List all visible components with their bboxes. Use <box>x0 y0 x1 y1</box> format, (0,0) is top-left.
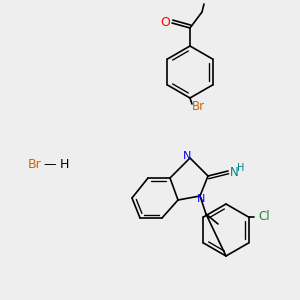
Text: Br: Br <box>192 100 205 112</box>
Text: O: O <box>160 16 170 29</box>
Text: H: H <box>60 158 69 172</box>
Text: N: N <box>230 167 238 179</box>
Text: H: H <box>237 163 245 173</box>
Text: N: N <box>197 194 205 204</box>
Text: Cl: Cl <box>259 211 270 224</box>
Text: Br: Br <box>28 158 42 172</box>
Text: —: — <box>44 158 56 172</box>
Text: N: N <box>183 151 191 161</box>
